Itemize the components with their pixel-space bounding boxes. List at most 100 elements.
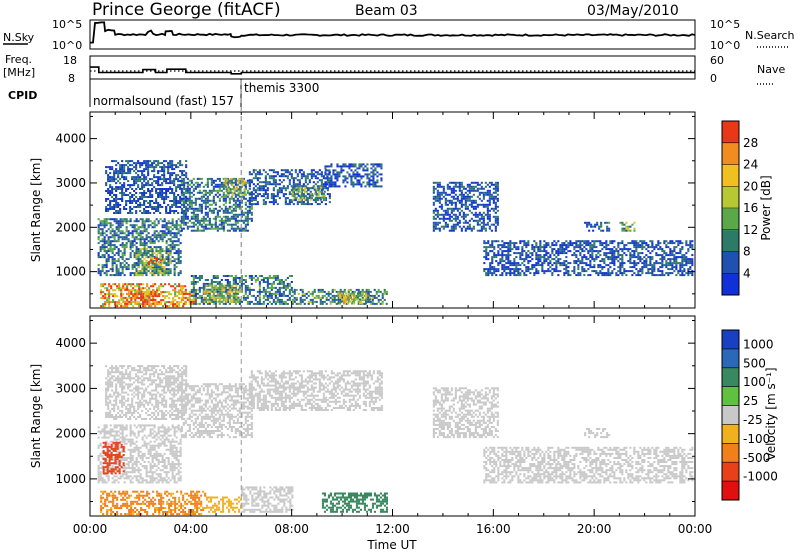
power-cell — [462, 221, 465, 224]
power-cell — [292, 183, 295, 186]
power-cell — [139, 232, 142, 235]
power-cell — [446, 187, 449, 190]
power-cell — [347, 294, 350, 297]
power-cell — [272, 181, 275, 184]
power-cell — [107, 178, 110, 181]
power-cell — [99, 246, 102, 249]
power-cell — [228, 217, 231, 220]
power-cell — [499, 274, 502, 277]
power-cell — [282, 282, 285, 285]
power-cell — [511, 272, 514, 275]
power-cell — [105, 272, 108, 275]
power-cell — [214, 203, 217, 206]
power-cell — [177, 240, 180, 243]
power-cell — [117, 234, 120, 237]
power-cell — [280, 279, 283, 281]
power-cell — [163, 164, 166, 167]
power-cell — [565, 260, 568, 263]
power-cell — [551, 248, 554, 251]
power-cell — [167, 190, 170, 192]
power-cell — [456, 181, 459, 184]
power-cell — [167, 270, 170, 273]
power-cell — [256, 171, 259, 174]
power-cell — [583, 246, 586, 249]
power-cell — [366, 177, 369, 180]
power-cell — [119, 182, 122, 185]
power-cell — [137, 260, 140, 263]
power-cell — [597, 256, 600, 259]
power-cell — [603, 272, 606, 275]
power-cell — [340, 167, 343, 170]
power-cell — [485, 272, 488, 275]
power-cell — [551, 244, 554, 247]
power-cell — [543, 246, 546, 249]
power-cell — [167, 272, 170, 275]
power-cell — [446, 217, 449, 220]
power-cell — [336, 185, 339, 188]
power-cell — [335, 302, 338, 305]
power-cell — [97, 268, 100, 271]
power-cell — [169, 172, 172, 175]
power-cell — [432, 221, 435, 224]
power-cell — [438, 199, 441, 202]
power-cell — [444, 225, 447, 228]
power-cell — [262, 185, 265, 188]
power-cell — [151, 272, 154, 275]
power-cell — [367, 296, 370, 299]
power-cell — [555, 268, 558, 271]
power-cell — [127, 264, 130, 267]
power-cell — [140, 287, 143, 290]
power-cell — [345, 298, 348, 301]
power-cell — [246, 219, 249, 222]
power-cell — [519, 252, 522, 255]
power-cell — [456, 215, 459, 218]
power-cell — [288, 288, 291, 291]
power-cell — [226, 275, 229, 277]
power-cell — [541, 264, 544, 267]
power-cell — [154, 257, 157, 260]
power-cell — [244, 225, 247, 228]
power-cell — [487, 258, 490, 261]
power-cell — [113, 262, 116, 265]
power-cell — [250, 300, 253, 303]
power-cell — [324, 165, 327, 168]
power-cell — [221, 296, 224, 299]
power-cell — [179, 224, 182, 227]
power-cell — [113, 220, 116, 223]
power-cell — [173, 240, 176, 243]
power-cell — [581, 258, 584, 261]
nave-tick-top: 60 — [710, 54, 724, 67]
power-cell — [487, 242, 490, 245]
power-cell — [611, 250, 614, 253]
power-cell — [311, 300, 314, 303]
power-cell — [601, 242, 604, 245]
power-cell — [347, 302, 350, 305]
power-cell — [161, 250, 164, 253]
power-cell — [232, 223, 235, 226]
power-cell — [494, 225, 497, 228]
power-cell — [605, 272, 608, 275]
power-cell — [343, 296, 346, 299]
power-cell — [258, 300, 261, 303]
power-cell — [492, 209, 495, 212]
power-cell — [296, 201, 299, 204]
power-cell — [238, 227, 241, 230]
power-cell — [240, 300, 243, 303]
power-cell — [317, 290, 320, 293]
power-cell — [135, 210, 138, 212]
power-cell — [145, 236, 148, 239]
power-cell — [208, 199, 211, 202]
power-cell — [117, 268, 120, 271]
power-cell — [284, 288, 287, 291]
power-cell — [270, 286, 273, 289]
power-cell — [454, 189, 457, 192]
power-cell — [485, 256, 488, 259]
power-cell — [240, 227, 243, 230]
power-cell — [593, 240, 596, 243]
power-cell — [181, 164, 184, 167]
power-cell — [583, 240, 586, 243]
power-cell — [327, 292, 330, 295]
power-cell — [214, 281, 217, 283]
power-cell — [145, 250, 148, 253]
power-cell — [360, 177, 363, 180]
